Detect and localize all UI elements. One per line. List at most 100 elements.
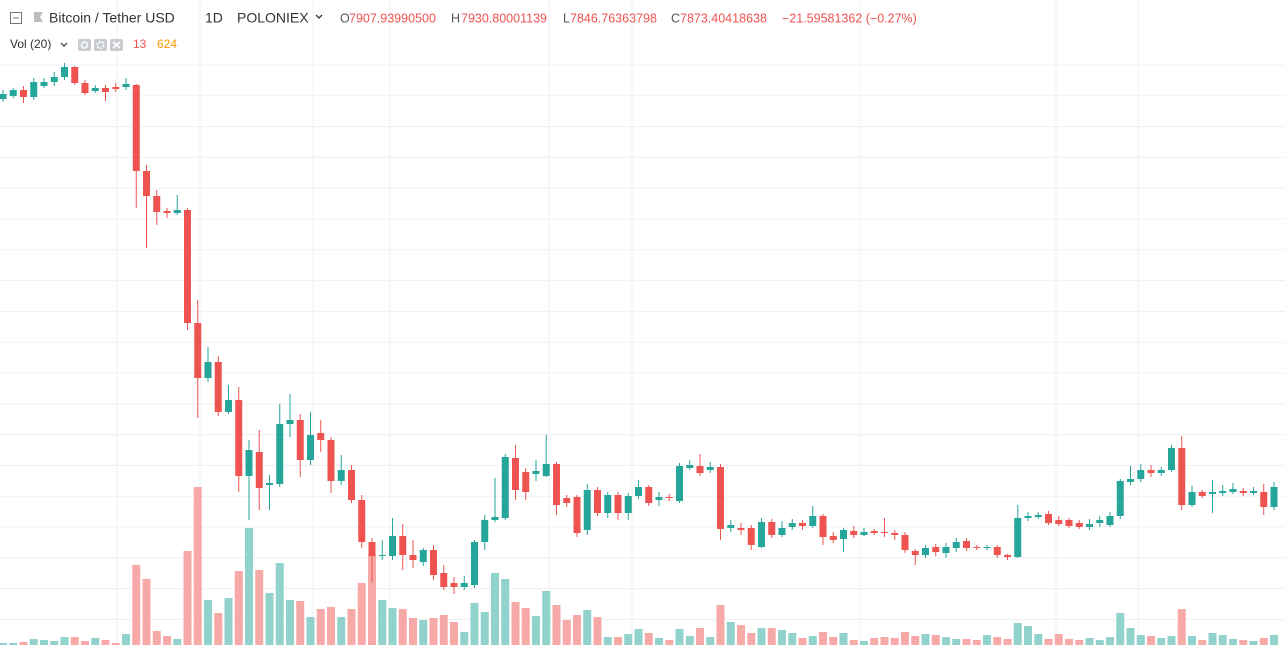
ohlc-label: O xyxy=(340,11,350,25)
volume-bar xyxy=(706,637,715,645)
candle-body xyxy=(266,483,273,485)
volume-bar xyxy=(829,637,838,645)
ohlc-value: 7930.80001139 xyxy=(461,11,547,25)
volume-bar xyxy=(368,555,376,645)
volume-bar xyxy=(142,579,151,645)
candle-body xyxy=(296,420,304,460)
volume-bar xyxy=(542,591,551,645)
candle-body xyxy=(214,362,222,412)
volume-bar xyxy=(460,632,469,645)
candle-body xyxy=(71,67,79,83)
volume-bar xyxy=(1034,634,1043,645)
candle-body xyxy=(983,547,991,548)
volume-bar xyxy=(91,638,100,645)
candle-body xyxy=(840,530,847,539)
volume-bar xyxy=(860,641,868,645)
candle-body xyxy=(430,550,437,575)
candle-body xyxy=(963,541,970,548)
candle-body xyxy=(1116,481,1124,516)
volume-bar xyxy=(819,632,827,645)
symbol[interactable]: Bitcoin / Tether USD xyxy=(49,10,175,26)
candle-body xyxy=(932,547,940,552)
candle-body xyxy=(102,88,109,92)
volume-bar xyxy=(1116,613,1125,645)
candle-body xyxy=(952,542,960,548)
dropdown-icon[interactable] xyxy=(60,42,68,47)
candle-body xyxy=(61,67,68,77)
volume-bar xyxy=(1013,623,1022,645)
volume-bar xyxy=(50,641,59,645)
candle-body xyxy=(1075,523,1083,527)
volume-bar xyxy=(1188,636,1196,645)
volume-bar xyxy=(1003,639,1012,645)
candle-body xyxy=(501,457,509,518)
volume-bar xyxy=(1106,637,1114,645)
candle-body xyxy=(460,583,468,587)
change: −21.59581362 (−0.27%) xyxy=(782,11,917,25)
volume-bar xyxy=(931,635,940,645)
volume-bar xyxy=(798,638,807,645)
ohlc-value: 7846.76363798 xyxy=(570,11,657,25)
volume-bar xyxy=(9,643,18,645)
candle-body xyxy=(30,82,38,97)
candle-body xyxy=(870,531,878,533)
volume-bar xyxy=(901,632,909,645)
volume-bar xyxy=(501,579,510,645)
volume-value: 13 xyxy=(133,37,147,51)
volume-bar xyxy=(1126,628,1135,645)
candle-body xyxy=(50,77,58,82)
volume-bar xyxy=(60,637,69,645)
interval[interactable]: 1D xyxy=(205,10,223,26)
volume-pane xyxy=(0,487,1278,645)
candle-body xyxy=(727,525,735,528)
candle-body xyxy=(911,551,919,555)
volume-bar xyxy=(357,583,366,645)
ohlc-legend: O 7907.93990500 H 7930.80001139 L 7846.763637… xyxy=(340,11,767,25)
candle-body xyxy=(163,211,171,213)
candle-body xyxy=(583,490,591,530)
volume-bar xyxy=(532,616,540,645)
volume-bar xyxy=(880,637,889,645)
candle-body xyxy=(1229,489,1237,492)
candle-body xyxy=(368,542,376,556)
candle-body xyxy=(348,470,355,500)
candle-body xyxy=(419,550,427,562)
volume-bar xyxy=(788,633,797,645)
dropdown-icon[interactable] xyxy=(315,14,323,19)
volume-bar xyxy=(1229,639,1237,645)
exchange[interactable]: POLONIEX xyxy=(237,10,309,26)
volume-bar xyxy=(1147,636,1155,645)
candle-body xyxy=(1157,470,1165,473)
volume-bar xyxy=(737,625,745,645)
volume-bar xyxy=(716,605,725,645)
candle-body xyxy=(522,472,530,492)
candle-body xyxy=(1004,555,1011,557)
volume-bar xyxy=(480,612,489,645)
volume-bar xyxy=(398,609,407,645)
candle-body xyxy=(809,516,817,526)
volume-bar xyxy=(1095,640,1104,645)
candle-body xyxy=(655,497,663,500)
volume-bar xyxy=(429,618,438,645)
candle-body xyxy=(276,424,284,484)
settings-button[interactable] xyxy=(94,39,107,51)
candle-body xyxy=(686,465,694,468)
candle-body xyxy=(901,535,909,550)
candle-body xyxy=(307,435,314,460)
volume-bar xyxy=(972,640,981,645)
volume-bar xyxy=(1208,633,1217,645)
hide-button[interactable] xyxy=(78,39,91,51)
candle-body xyxy=(717,467,724,529)
volume-bar xyxy=(122,634,130,645)
candle-body xyxy=(245,450,253,476)
volume-bar xyxy=(245,528,253,645)
candle-body xyxy=(194,323,202,378)
candle-body xyxy=(614,495,622,513)
volume-bar xyxy=(757,628,766,645)
volume-bar xyxy=(1075,640,1084,645)
volume-bar xyxy=(193,487,202,645)
volume-bar xyxy=(234,571,243,645)
hide-icon xyxy=(80,41,89,49)
volume-bar xyxy=(214,613,223,645)
volume-label[interactable]: Vol (20) xyxy=(10,37,51,51)
